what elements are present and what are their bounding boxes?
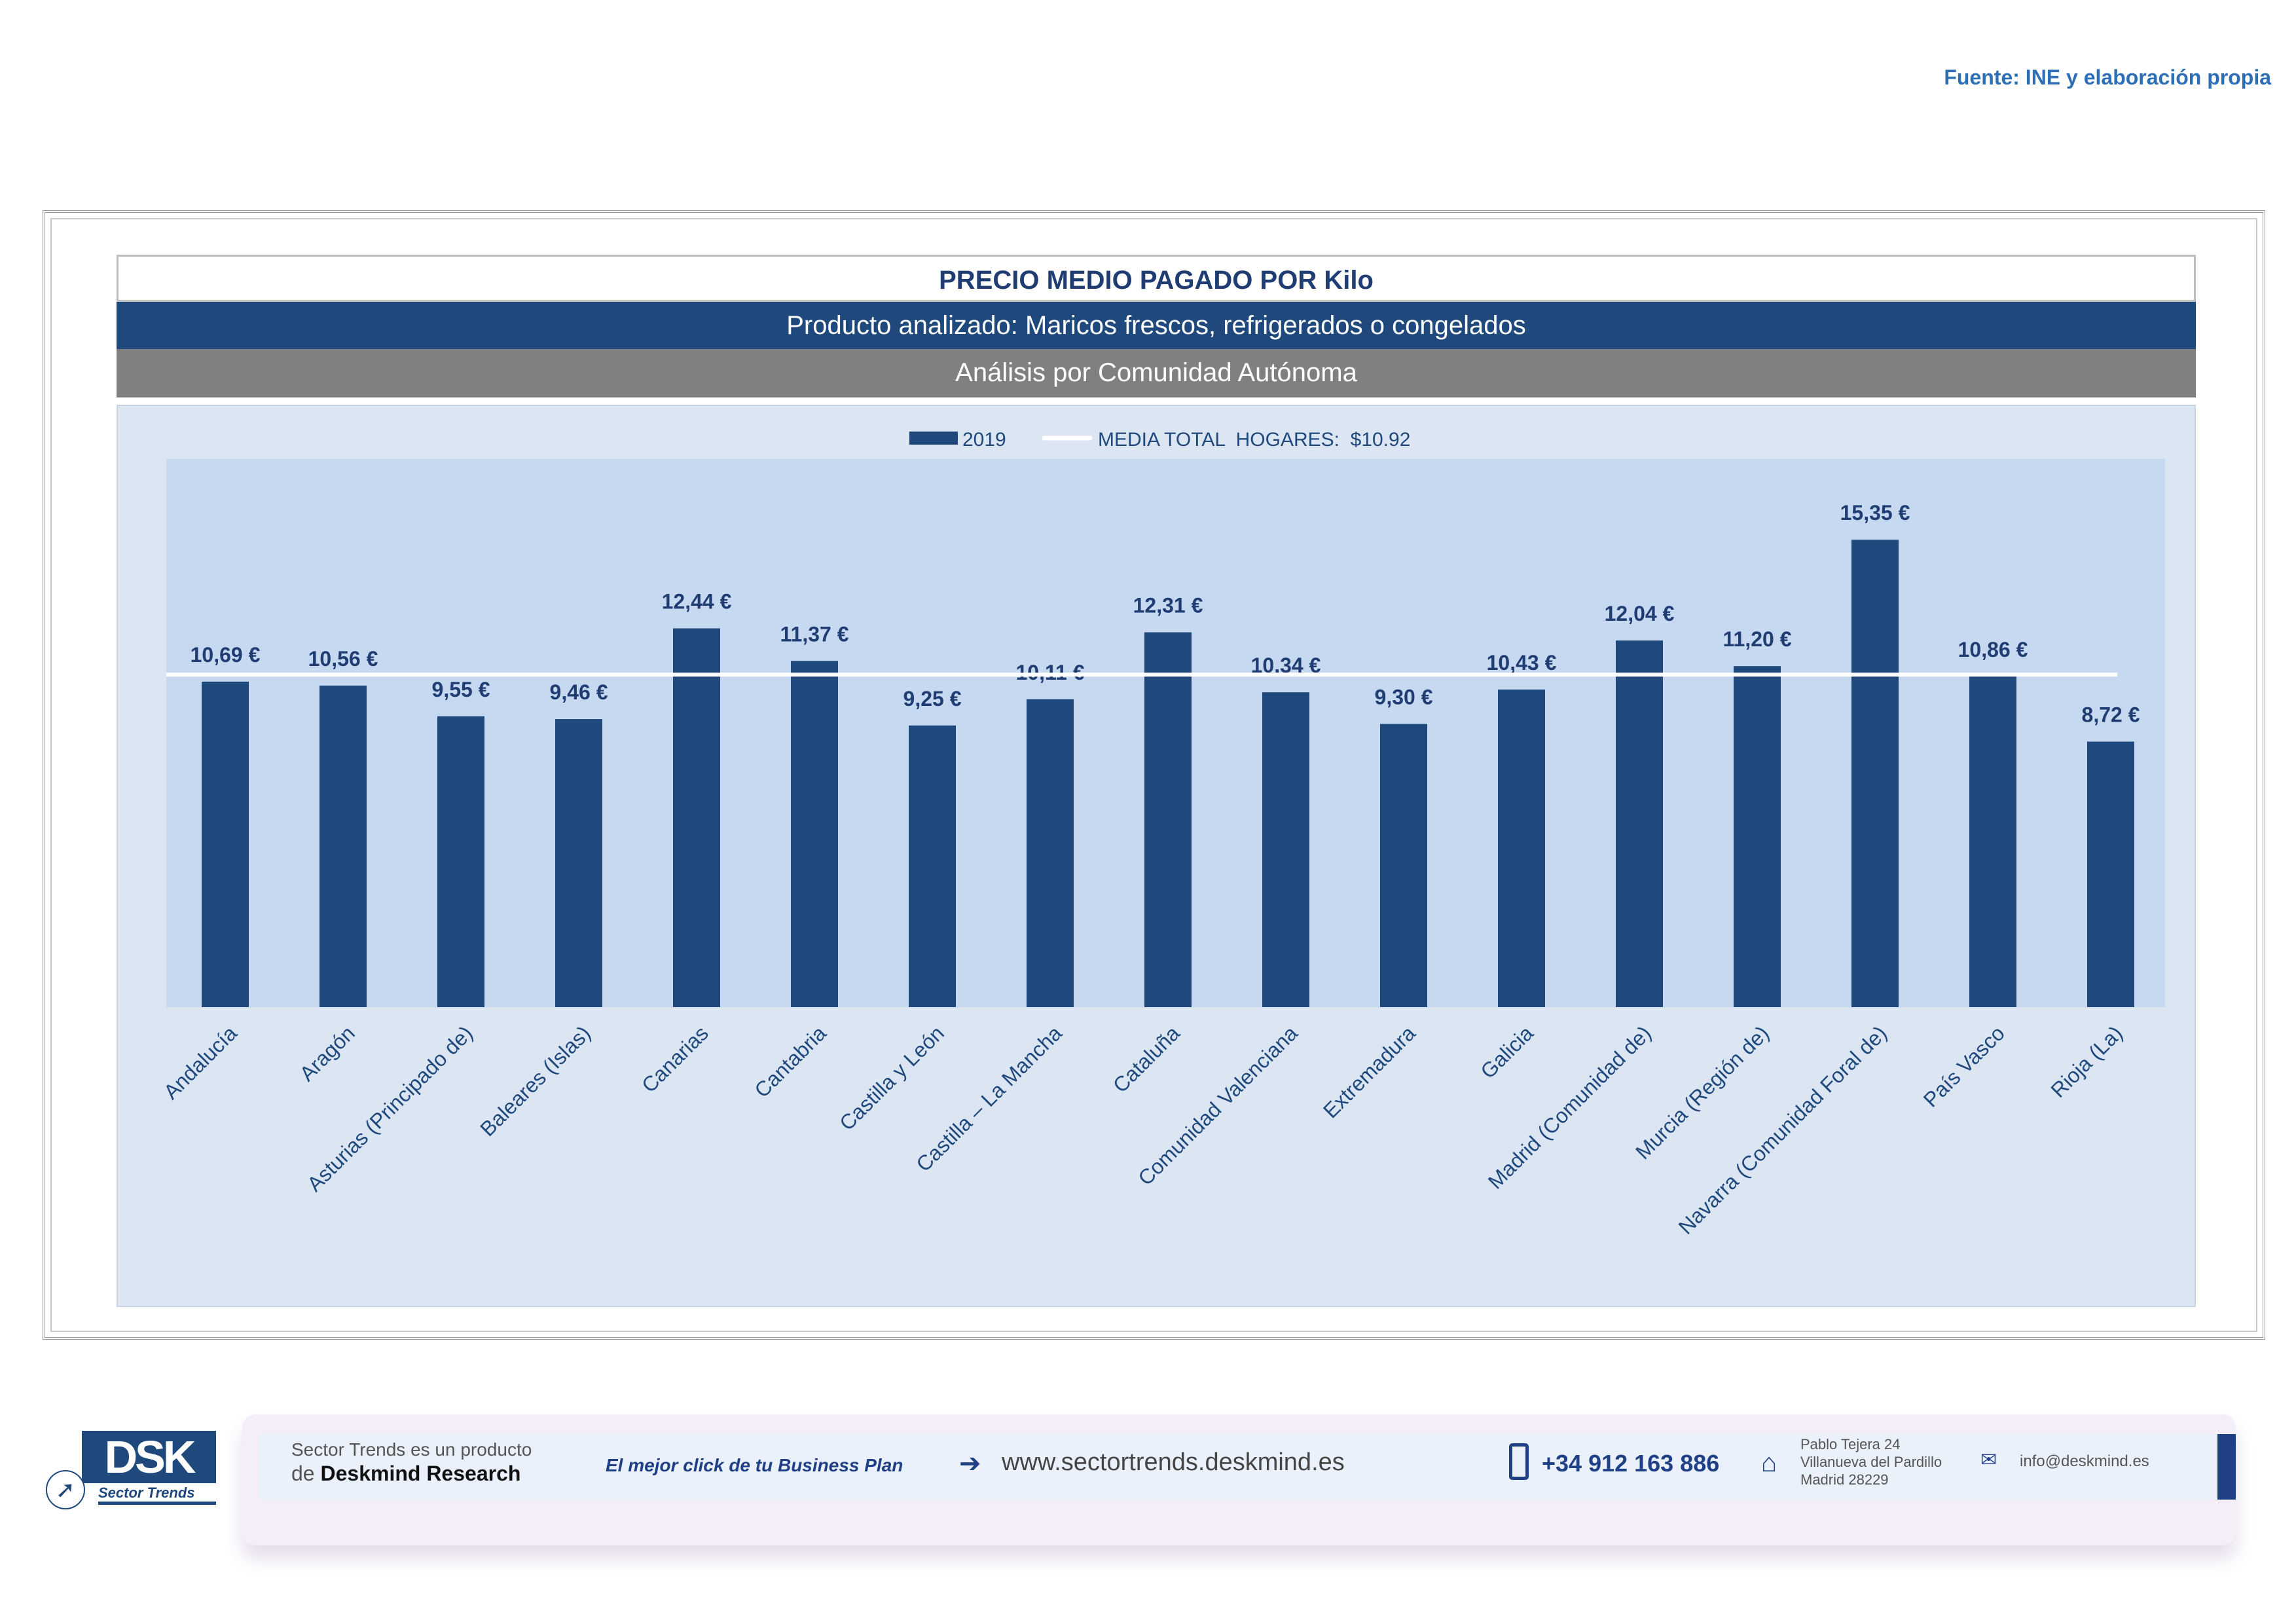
home-icon: ⌂: [1761, 1449, 1777, 1477]
bar: [1734, 666, 1781, 1007]
product-line1: Sector Trends es un producto: [291, 1439, 532, 1460]
chart-frame: [43, 210, 2265, 1340]
legend-swatch-2019: [909, 432, 958, 445]
analysis-band: Análisis por Comunidad Autónoma: [117, 349, 2196, 397]
bar: [1144, 632, 1192, 1007]
brand-name: Deskmind Research: [320, 1462, 521, 1485]
data-label: 8,72 €: [2082, 703, 2140, 727]
data-label: 11,20 €: [1723, 627, 1792, 651]
slogan: El mejor click de tu Business Plan: [606, 1455, 903, 1475]
data-label: 10,56 €: [308, 647, 378, 671]
data-label: 9,30 €: [1375, 686, 1433, 709]
data-label: 12,04 €: [1605, 602, 1675, 625]
website-icon: ➔: [959, 1449, 981, 1478]
data-label: 9,55 €: [432, 678, 490, 701]
data-label: 11,37 €: [780, 622, 849, 646]
bar: [1851, 540, 1899, 1007]
data-label: 10,43 €: [1487, 651, 1557, 674]
category-label: Rioja (La): [2046, 1021, 2127, 1102]
bar: [791, 661, 838, 1007]
logo-subtitle: Sector Trends: [98, 1485, 216, 1505]
data-label: 9,25 €: [903, 687, 962, 710]
category-label: Extremadura: [1319, 1021, 1420, 1122]
category-label: Murcia (Región de): [1631, 1021, 1774, 1164]
data-label: 10,69 €: [191, 643, 261, 667]
category-label: Baleares (Islas): [475, 1021, 595, 1141]
bar: [2087, 741, 2134, 1007]
category-label: Canarias: [637, 1021, 713, 1097]
category-label: Aragón: [295, 1021, 359, 1085]
bar: [1969, 676, 2016, 1007]
address-line: Pablo Tejera 24: [1800, 1436, 1901, 1452]
bar: [202, 681, 249, 1007]
bar: [1498, 690, 1545, 1007]
data-label: 12,31 €: [1133, 594, 1203, 618]
chart-title: PRECIO MEDIO PAGADO POR Kilo: [117, 255, 2196, 302]
address-line: Madrid 28229: [1800, 1471, 1889, 1488]
category-label: Cantabria: [750, 1021, 831, 1102]
bar: [909, 725, 956, 1007]
bar: [1027, 699, 1074, 1007]
data-label: 10,86 €: [1958, 638, 2028, 661]
footer-banner: Sector Trends es un producto de Deskmind…: [242, 1414, 2236, 1545]
website-link[interactable]: www.sectortrends.deskmind.es: [1002, 1449, 1345, 1476]
product-line2-prefix: de: [291, 1462, 321, 1485]
category-label: Cataluña: [1108, 1021, 1184, 1097]
dsk-logo: DSK Sector Trends ➚: [46, 1431, 216, 1509]
data-label: 9,46 €: [550, 680, 608, 704]
legend-label-mean: MEDIA TOTAL HOGARES: $10.92: [1098, 429, 1410, 451]
category-label: Navarra (Comunidad Foral de): [1674, 1021, 1891, 1238]
data-label: 12,44 €: [662, 590, 732, 614]
rocket-icon: ➚: [46, 1470, 85, 1509]
bar: [1616, 640, 1663, 1007]
product-band: Producto analizado: Maricos frescos, ref…: [117, 302, 2196, 349]
category-label: Galicia: [1476, 1021, 1538, 1083]
mail-icon: ✉: [1980, 1449, 1997, 1471]
category-label: Castilla y León: [835, 1021, 949, 1135]
category-label: País Vasco: [1919, 1021, 2009, 1111]
phone-icon: [1509, 1443, 1529, 1480]
bar: [437, 716, 484, 1007]
category-label: Andalucía: [159, 1021, 242, 1103]
phone-number: +34 912 163 886: [1542, 1450, 1720, 1477]
bar: [1262, 692, 1309, 1007]
source-note: Fuente: INE y elaboración propia: [1944, 65, 2271, 89]
data-label: 10,11 €: [1016, 661, 1085, 684]
bar: [1380, 724, 1427, 1007]
bar-chart: 2019 MEDIA TOTAL HOGARES: $10.92 10,69 € An…: [159, 429, 2165, 1239]
email-link[interactable]: info@deskmind.es: [2020, 1452, 2149, 1470]
legend-label-2019: 2019: [962, 429, 1006, 451]
address-line: Villanueva del Pardillo: [1800, 1454, 1942, 1470]
bar: [673, 628, 720, 1007]
bar: [555, 719, 602, 1007]
logo-mark: DSK: [82, 1431, 216, 1483]
data-label: 15,35 €: [1840, 501, 1910, 525]
bar: [319, 685, 367, 1007]
